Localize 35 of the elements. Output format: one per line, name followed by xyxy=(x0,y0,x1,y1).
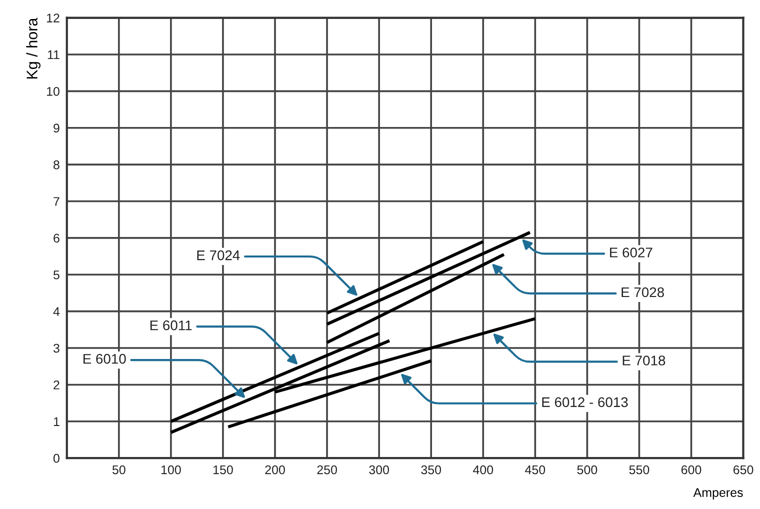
x-tick-label: 350 xyxy=(421,465,442,474)
x-tick-label: 450 xyxy=(525,465,546,474)
x-tick-label: 100 xyxy=(161,465,181,474)
y-tick-label: 2 xyxy=(54,380,60,390)
text: E 6010 xyxy=(84,354,126,364)
y-tick-label: 5 xyxy=(53,270,60,280)
text: E 7018 xyxy=(622,356,666,366)
x-tick-label: 400 xyxy=(472,465,494,474)
x-tick-label: 300 xyxy=(369,465,390,474)
y-axis-title: Kg / hora xyxy=(26,18,40,79)
text: E 7024 xyxy=(197,250,240,260)
x-axis-title: Amperes xyxy=(693,488,743,500)
text: E 6012 - 6013 xyxy=(542,397,628,408)
text: E 7028 xyxy=(622,287,664,298)
y-tick-label: 6 xyxy=(54,234,60,243)
y-tick-label: 0 xyxy=(53,454,60,463)
text: E 6011 xyxy=(150,320,192,330)
y-tick-label: 7 xyxy=(54,197,60,206)
y-tick-label: 8 xyxy=(54,160,60,170)
x-tick-label: 50 xyxy=(112,465,126,474)
x-tick-label: 250 xyxy=(317,465,337,474)
x-tick-label: 600 xyxy=(681,465,702,474)
x-tick-label: 650 xyxy=(733,465,754,474)
y-tick-label: 4 xyxy=(53,307,60,316)
y-tick-label: 10 xyxy=(46,86,60,96)
x-tick-label: 200 xyxy=(265,465,285,474)
text: E 6027 xyxy=(610,248,652,258)
x-tick-label: 150 xyxy=(214,465,233,474)
x-tick-label: 500 xyxy=(577,465,598,474)
y-tick-label: 1 xyxy=(54,417,60,426)
y-tick-label: 11 xyxy=(48,50,60,60)
y-tick-label: 12 xyxy=(46,14,60,22)
y-tick-label: 9 xyxy=(54,124,60,133)
y-tick-label: 3 xyxy=(53,344,60,353)
x-tick-label: 550 xyxy=(629,465,650,474)
